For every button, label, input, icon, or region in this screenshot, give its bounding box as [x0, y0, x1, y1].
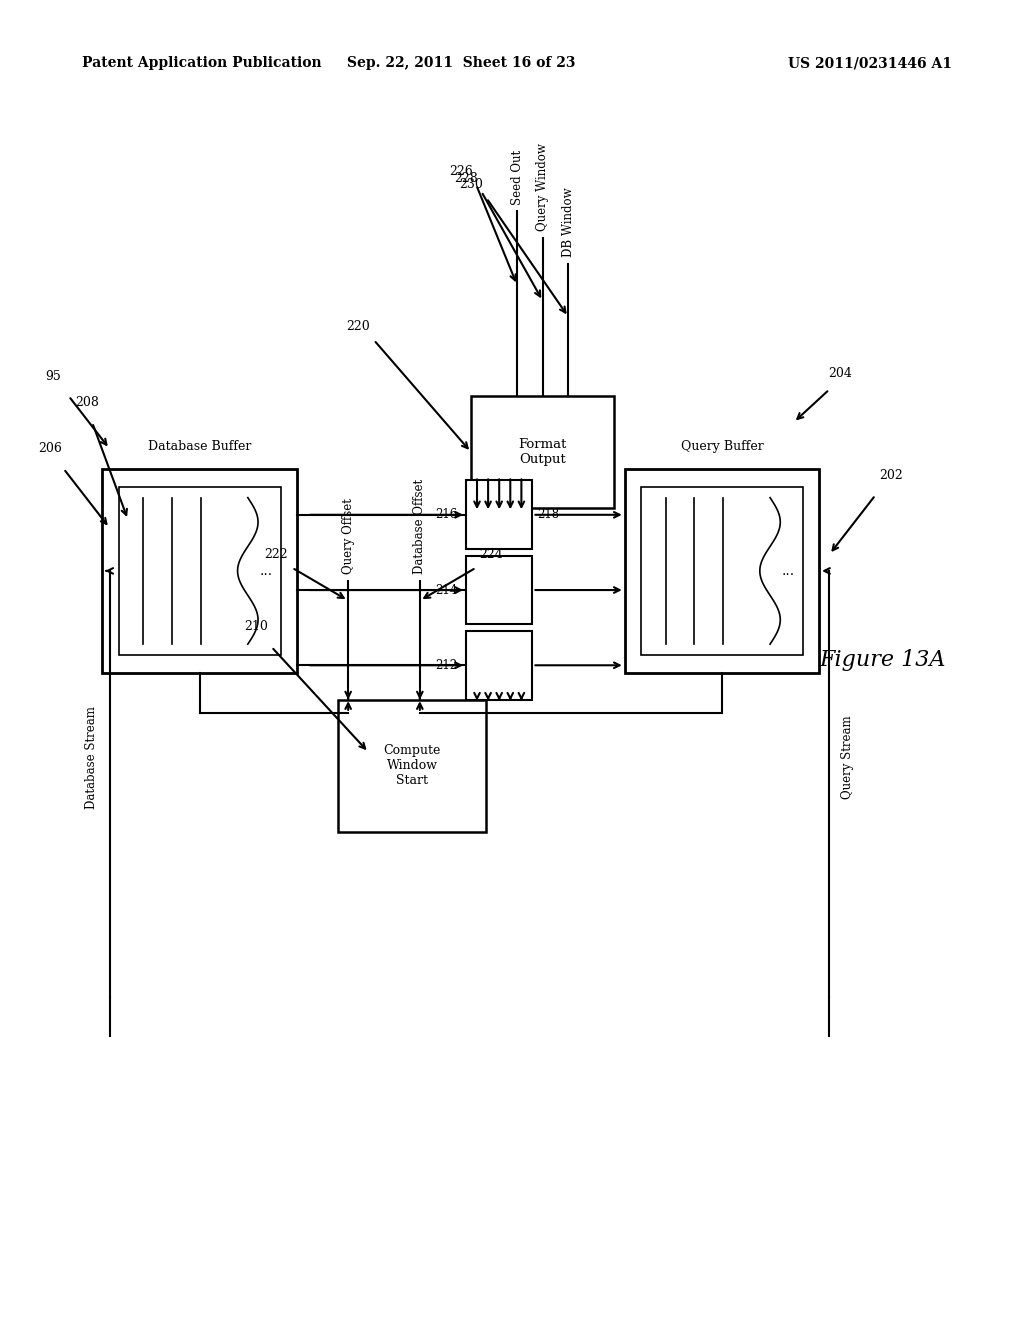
Text: 208: 208: [75, 396, 99, 409]
Text: DB Window: DB Window: [562, 187, 574, 257]
Bar: [102, 469, 297, 673]
Text: Query Window: Query Window: [537, 143, 549, 231]
Bar: [338, 700, 486, 832]
Text: 202: 202: [879, 469, 903, 482]
Text: 210: 210: [244, 620, 268, 634]
Text: 224: 224: [479, 548, 504, 561]
Text: Seed Out: Seed Out: [511, 149, 523, 205]
Text: US 2011/0231446 A1: US 2011/0231446 A1: [788, 57, 952, 70]
Text: 228: 228: [454, 172, 478, 185]
Bar: [471, 396, 614, 508]
Bar: [466, 480, 532, 549]
Bar: [466, 556, 532, 624]
Text: Compute
Window
Start: Compute Window Start: [383, 744, 441, 787]
Text: 218: 218: [538, 508, 560, 521]
Text: Figure 13A: Figure 13A: [819, 649, 946, 671]
Bar: [119, 487, 281, 655]
Bar: [641, 487, 803, 655]
Text: Database Buffer: Database Buffer: [148, 440, 251, 453]
Text: Sep. 22, 2011  Sheet 16 of 23: Sep. 22, 2011 Sheet 16 of 23: [346, 57, 575, 70]
Text: Database Stream: Database Stream: [85, 706, 97, 809]
Bar: [625, 469, 819, 673]
Text: 214: 214: [435, 583, 458, 597]
Text: 226: 226: [449, 165, 473, 178]
Text: ...: ...: [782, 564, 795, 578]
Text: Query Stream: Query Stream: [842, 715, 854, 799]
Text: 206: 206: [38, 442, 62, 455]
Text: 212: 212: [435, 659, 458, 672]
Text: 222: 222: [264, 548, 289, 561]
Text: Patent Application Publication: Patent Application Publication: [82, 57, 322, 70]
Text: 220: 220: [346, 321, 371, 333]
Text: 95: 95: [45, 370, 61, 383]
Text: 216: 216: [435, 508, 458, 521]
Text: 204: 204: [827, 367, 852, 380]
Text: ...: ...: [260, 564, 272, 578]
Text: 230: 230: [459, 178, 483, 191]
Text: Query Buffer: Query Buffer: [681, 440, 763, 453]
Text: Format
Output: Format Output: [518, 438, 567, 466]
Text: Database Offset: Database Offset: [414, 479, 426, 574]
Bar: [466, 631, 532, 700]
Text: Query Offset: Query Offset: [342, 499, 354, 574]
